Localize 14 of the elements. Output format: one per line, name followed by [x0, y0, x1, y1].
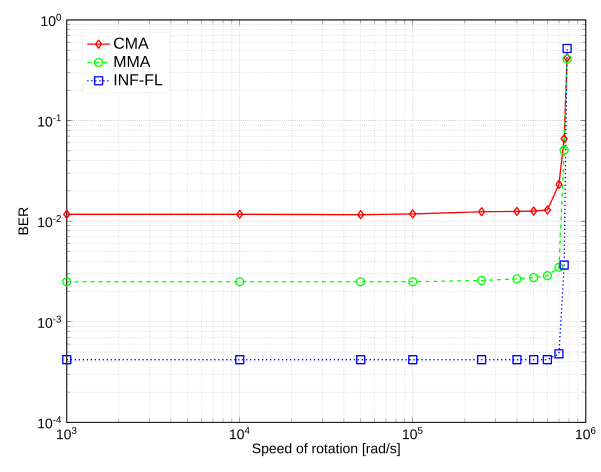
x-tick-label: 10$^{6}$ [576, 426, 596, 440]
y-tick-label: 10$^{-3}$ [38, 316, 61, 328]
y-tick-label: 10$^{-4}$ [38, 416, 62, 428]
legend-label: CMA [114, 37, 149, 49]
y-tick-label: 10$^{-1}$ [38, 114, 61, 127]
y-axis-title: BER [18, 207, 28, 234]
y-tick-label: 10$^{0}$ [42, 14, 62, 26]
x-axis-title: Speed of rotation [rad/s] [252, 443, 400, 456]
x-tick-label: 10$^{5}$ [403, 426, 422, 440]
legend-label: MMA [114, 56, 150, 67]
x-tick-label: 10$^{3}$ [57, 426, 76, 440]
legend-label: INF-FL [114, 74, 162, 86]
x-tick-label: 10$^{4}$ [230, 426, 250, 440]
y-tick-label: 10$^{-2}$ [38, 214, 61, 228]
